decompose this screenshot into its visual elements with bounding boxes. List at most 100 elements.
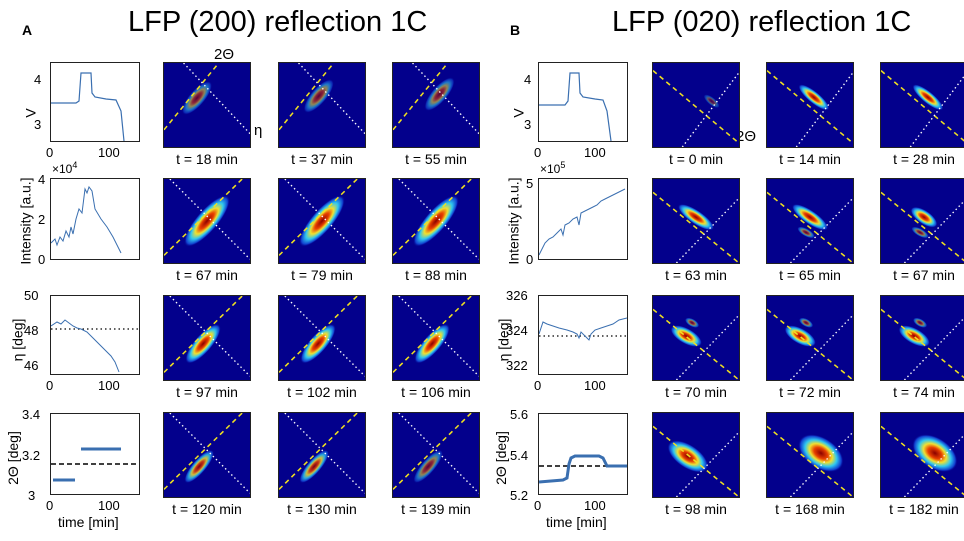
b-intensity-multiplier: ×105 (540, 160, 566, 176)
a-heatmap-7 (278, 295, 366, 381)
b-voltage-xtick-100: 100 (584, 145, 606, 160)
b-heatmap-4 (766, 178, 854, 264)
b-time-label: t = 74 min (893, 384, 955, 400)
a-heatmap-10 (278, 412, 366, 498)
b-eta-plot (538, 295, 628, 375)
a-heatmap-8 (392, 295, 480, 381)
a-heatmap-4 (278, 178, 366, 264)
a-time-label: t = 130 min (287, 501, 357, 517)
b-2theta-ytick-5.6: 5.6 (510, 407, 529, 422)
b-eta-xtick-0: 0 (534, 378, 542, 393)
b-intensity-line (538, 188, 626, 256)
a-eta-xtick-0: 0 (46, 378, 54, 393)
a-voltage-ytick-3: 3 (34, 117, 42, 132)
a-heatmap-5 (392, 178, 480, 264)
b-time-label: t = 14 min (779, 151, 841, 167)
a-heatmap-9 (163, 412, 251, 498)
b-heatmap-3 (652, 178, 740, 264)
b-heatmap-2 (880, 62, 964, 148)
a-heatmap-1 (278, 62, 366, 148)
b-2theta-ylabel: 2Θ [deg] (492, 431, 509, 485)
a-time-label: t = 120 min (172, 501, 242, 517)
b-2theta-xtick-100: 100 (584, 498, 606, 513)
b-eta-line (538, 317, 628, 341)
b-eta-xtick-100: 100 (584, 378, 606, 393)
a-intensity-multiplier: ×104 (52, 160, 78, 176)
panel-b-letter: B (510, 22, 521, 38)
b-time-label: t = 63 min (665, 267, 727, 283)
b-time-label: t = 67 min (893, 267, 955, 283)
a-time-label: t = 18 min (176, 151, 238, 167)
a-eta-ylabel: η [deg] (9, 318, 26, 362)
a-2theta-xtick-100: 100 (98, 498, 120, 513)
b-intensity-plot (538, 178, 628, 260)
b-heatmap-6 (652, 295, 740, 381)
a-intensity-line (50, 185, 122, 254)
a-intensity-ylabel: Intensity [a.u.] (17, 177, 34, 265)
b-time-label: t = 168 min (775, 501, 845, 517)
a-2theta-ytick-3.4: 3.4 (22, 407, 41, 422)
b-intensity-ytick-5: 5 (526, 176, 534, 191)
a-time-label: t = 97 min (176, 384, 238, 400)
a-eta-ytick-46: 46 (24, 358, 39, 373)
a-eta-plot (50, 295, 140, 375)
b-2theta-plot (538, 413, 628, 495)
b-eta-ytick-322: 322 (506, 358, 528, 373)
b-eta-ytick-324: 324 (506, 323, 528, 338)
b-heatmap-0 (652, 62, 740, 148)
b-2theta-xlabel: time [min] (546, 514, 607, 530)
a-time-label: t = 79 min (291, 267, 353, 283)
b-time-label: t = 65 min (779, 267, 841, 283)
a-eta-ytick-48: 48 (24, 323, 39, 338)
b-heatmap-1 (766, 62, 854, 148)
a-time-label: t = 106 min (401, 384, 471, 400)
b-time-label: t = 98 min (665, 501, 727, 517)
a-eta-axis-glyph: η (254, 122, 263, 139)
a-eta-ytick-50: 50 (24, 288, 39, 303)
a-2theta-xlabel: time [min] (58, 514, 119, 530)
b-2theta-ytick-5.2: 5.2 (510, 488, 529, 503)
a-2theta-ytick-3: 3 (28, 488, 36, 503)
b-eta-ylabel: η [deg] (495, 318, 512, 362)
a-eta-xtick-100: 100 (98, 378, 120, 393)
panel-a-letter: A (22, 22, 33, 38)
a-voltage-xtick-100: 100 (98, 145, 120, 160)
a-2theta-xtick-0: 0 (46, 498, 54, 513)
b-2theta-line (538, 454, 627, 484)
b-2theta-ytick-5.4: 5.4 (510, 448, 529, 463)
a-2theta-ytick-3.2: 3.2 (22, 448, 41, 463)
a-time-label: t = 102 min (287, 384, 357, 400)
b-2theta-xtick-0: 0 (534, 498, 542, 513)
a-voltage-line (51, 72, 125, 142)
panel-a-title: LFP (200) reflection 1C (128, 6, 428, 38)
b-heatmap-5 (880, 178, 964, 264)
b-intensity-ylabel: Intensity [a.u.] (505, 177, 522, 265)
b-heatmap-11 (880, 412, 964, 498)
a-2theta-ylabel: 2Θ [deg] (4, 431, 21, 485)
a-heatmap-3 (163, 178, 251, 264)
b-2theta-axis-glyph: 2Θ (736, 128, 757, 145)
b-eta-ytick-326: 326 (506, 288, 528, 303)
a-time-label: t = 55 min (405, 151, 467, 167)
a-intensity-ytick-0: 0 (38, 252, 46, 267)
a-intensity-ytick-2: 2 (38, 212, 46, 227)
b-time-label: t = 72 min (779, 384, 841, 400)
a-voltage-plot (50, 62, 140, 142)
a-voltage-xtick-0: 0 (46, 145, 54, 160)
a-time-label: t = 139 min (401, 501, 471, 517)
a-intensity-ytick-4: 4 (38, 172, 46, 187)
a-2theta-line (51, 447, 139, 482)
a-intensity-plot (50, 178, 140, 260)
a-time-label: t = 37 min (291, 151, 353, 167)
b-heatmap-8 (880, 295, 964, 381)
b-voltage-xtick-0: 0 (534, 145, 542, 160)
b-voltage-plot (538, 62, 628, 142)
b-time-label: t = 0 min (668, 151, 724, 167)
b-voltage-ytick-4: 4 (524, 72, 532, 87)
a-time-label: t = 67 min (176, 267, 238, 283)
b-voltage-line (539, 72, 612, 142)
a-heatmap-11 (392, 412, 480, 498)
b-voltage-ytick-3: 3 (524, 117, 532, 132)
b-intensity-ytick-0: 0 (526, 252, 534, 267)
a-heatmap-0 (163, 62, 251, 148)
